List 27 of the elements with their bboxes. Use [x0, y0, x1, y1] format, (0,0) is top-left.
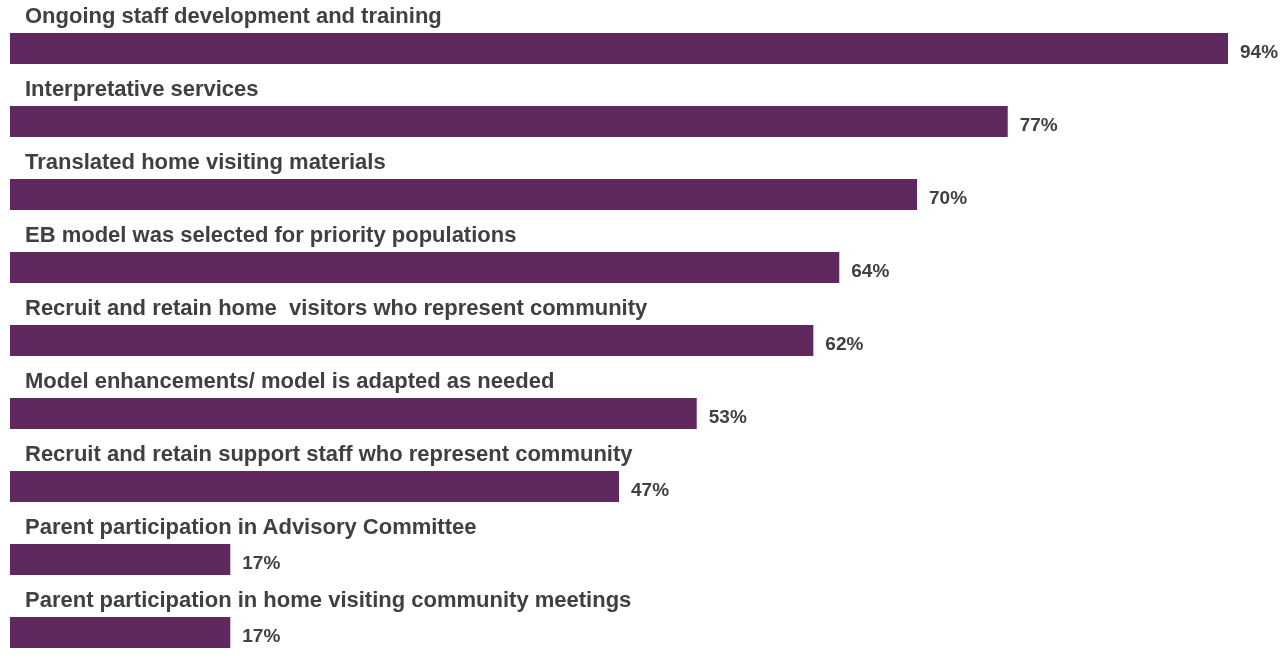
y-tick-label: Parent participation in Advisory Committee [25, 514, 477, 539]
bar [10, 33, 1228, 64]
y-tick-label: Recruit and retain home visitors who represent community [25, 295, 649, 320]
y-tick-label: Ongoing staff development and training [25, 3, 442, 28]
data-label: 70% [929, 187, 968, 208]
y-tick-label: EB model was selected for priority populations [25, 222, 517, 247]
data-label: 17% [242, 625, 281, 646]
bar [10, 471, 619, 502]
data-label: 64% [851, 260, 890, 281]
bar [10, 398, 697, 429]
bar [10, 325, 814, 356]
bar [10, 252, 840, 283]
bar [10, 106, 1008, 137]
data-label: 94% [1240, 41, 1279, 62]
y-tick-label: Model enhancements/ model is adapted as needed [25, 368, 555, 393]
bar [10, 617, 231, 648]
data-label: 62% [825, 333, 864, 354]
data-label: 47% [631, 479, 670, 500]
y-tick-label: Parent participation in home visiting community meetings [25, 587, 632, 612]
y-tick-label: Interpretative services [25, 76, 259, 101]
data-label: 17% [242, 552, 281, 573]
bar [10, 544, 231, 575]
bar [10, 179, 918, 210]
data-label: 53% [708, 406, 747, 427]
y-tick-label: Recruit and retain support staff who represent community [25, 441, 634, 466]
data-label: 77% [1019, 114, 1058, 135]
y-tick-label: Translated home visiting materials [25, 149, 386, 174]
